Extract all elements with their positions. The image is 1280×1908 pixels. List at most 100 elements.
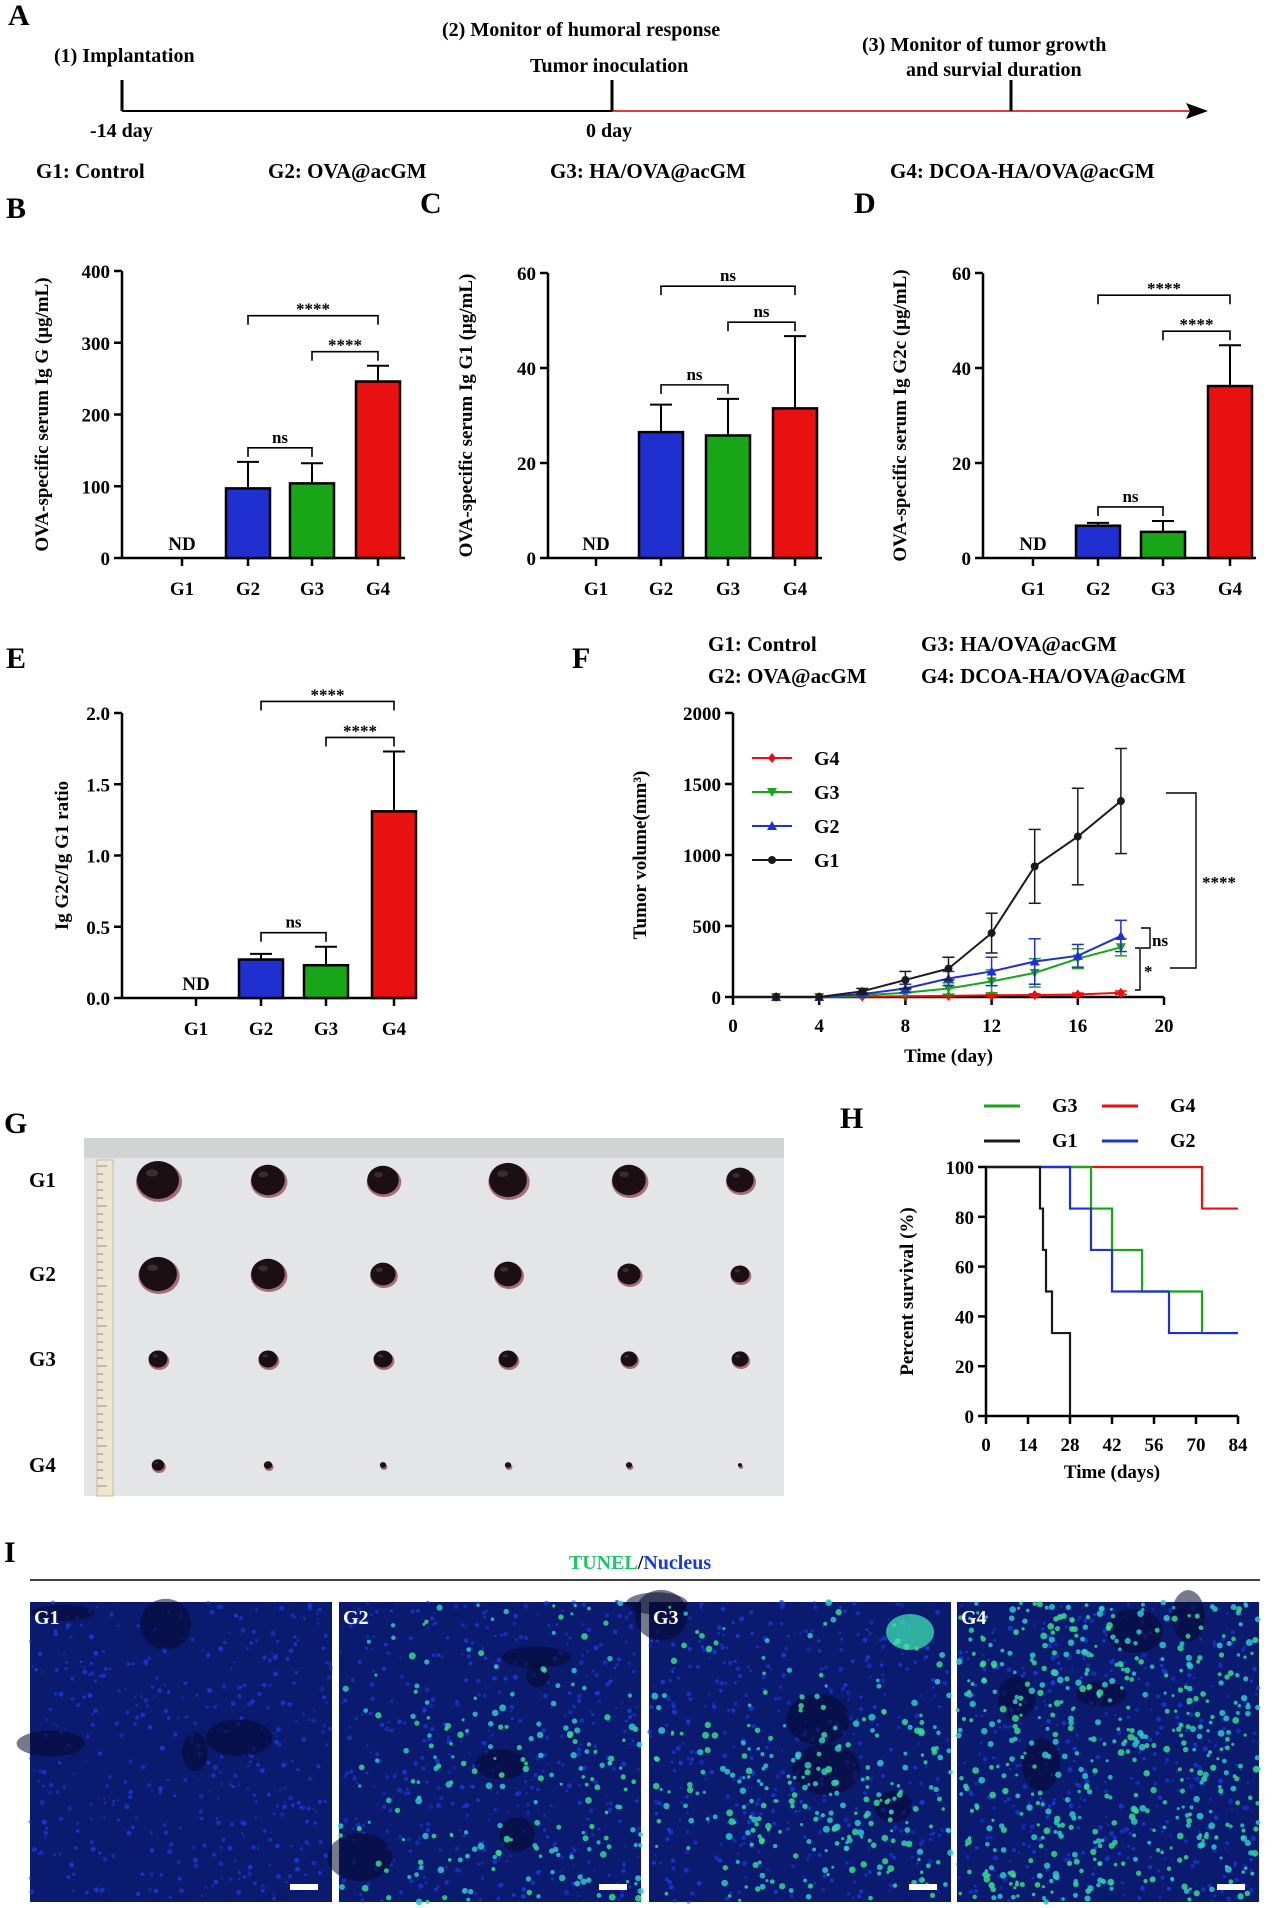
tunel-nucleus-dot-g3	[910, 1855, 914, 1859]
tunel-positive-cell-g3	[943, 1882, 948, 1887]
tunel-positive-cell-g2	[433, 1765, 439, 1772]
tunel-dark-patch-g3	[634, 1589, 688, 1641]
tunel-positive-cell-g3	[722, 1865, 728, 1871]
tunel-positive-cell-g2	[476, 1603, 480, 1607]
tunel-positive-cell-g4	[980, 1635, 984, 1639]
tunel-nucleus-dot-g3	[653, 1799, 659, 1805]
tunel-nucleus-dot-g1	[317, 1617, 320, 1621]
panel-letter-i: I	[4, 1536, 16, 1569]
tunel-nucleus-dot-g3	[680, 1801, 684, 1805]
tunel-nucleus-dot-g1	[208, 1789, 212, 1793]
tunel-nucleus-dot-g1	[242, 1683, 247, 1687]
tunel-positive-cell-g3	[876, 1871, 882, 1876]
tunel-positive-cell-g4	[1039, 1682, 1046, 1688]
tunel-nucleus-dot-g2	[454, 1867, 460, 1873]
tunel-nucleus-dot-g2	[545, 1835, 550, 1839]
tunel-nucleus-dot-g4	[1104, 1815, 1107, 1819]
tunel-positive-cell-g2	[582, 1835, 589, 1842]
tunel-nucleus-dot-g2	[525, 1792, 528, 1795]
tunel-nucleus-dot-g3	[731, 1708, 736, 1713]
tunel-positive-cell-g4	[1067, 1639, 1075, 1646]
tunel-nucleus-dot-g1	[238, 1878, 241, 1881]
tunel-nucleus-dot-g3	[668, 1884, 674, 1890]
tunel-nucleus-dot-g2	[521, 1887, 527, 1892]
tunel-nucleus-dot-g1	[279, 1605, 284, 1611]
tunel-nucleus-dot-g2	[480, 1861, 484, 1865]
tunel-nucleus-dot-g2	[424, 1780, 430, 1785]
tunel-nucleus-dot-g3	[666, 1696, 671, 1702]
d-ytick-label: 0	[962, 549, 972, 570]
tunel-positive-cell-g2	[449, 1742, 453, 1746]
tunel-nucleus-dot-g4	[1160, 1875, 1165, 1880]
tunel-nucleus-dot-g2	[507, 1810, 510, 1814]
tunel-nucleus-dot-g3	[724, 1681, 728, 1685]
tunel-positive-cell-g3	[756, 1816, 762, 1822]
tunel-positive-cell-g4	[974, 1803, 979, 1808]
tunel-positive-cell-g3	[828, 1792, 833, 1797]
tunel-nucleus-dot-g1	[290, 1613, 295, 1618]
tunel-positive-cell-g4	[1216, 1757, 1220, 1761]
tunel-nucleus-dot-g4	[997, 1874, 1001, 1879]
tunel-nucleus-dot-g2	[493, 1675, 498, 1681]
tunel-positive-cell-g4	[1001, 1773, 1007, 1779]
tunel-nucleus-dot-g4	[1184, 1728, 1189, 1733]
tunel-nucleus-dot-g1	[45, 1826, 49, 1830]
tunel-positive-cell-g4	[1007, 1650, 1013, 1656]
tunel-nucleus-dot-g3	[757, 1797, 762, 1802]
tunel-positive-cell-g3	[845, 1840, 849, 1845]
tunel-nucleus-dot-g4	[1027, 1801, 1031, 1805]
tunel-positive-cell-g2	[461, 1718, 465, 1722]
tunel-nucleus-dot-g4	[1135, 1780, 1140, 1785]
tunel-nucleus-dot-g3	[682, 1742, 685, 1745]
tunel-positive-cell-g3	[699, 1632, 705, 1639]
tunel-nucleus-dot-g3	[866, 1663, 872, 1669]
tunel-nucleus-dot-g4	[1074, 1782, 1079, 1787]
f-ytick-label: 1500	[683, 775, 721, 796]
h-xtick-label: 28	[1061, 1435, 1080, 1456]
tunel-positive-cell-g4	[967, 1679, 971, 1683]
tunel-positive-cell-g4	[1241, 1870, 1245, 1874]
tunel-nucleus-dot-g2	[608, 1679, 613, 1684]
tunel-positive-cell-g4	[1150, 1786, 1157, 1794]
f-point-g1	[1073, 832, 1082, 841]
tunel-nucleus-dot-g2	[366, 1744, 369, 1747]
tunel-positive-cell-g3	[683, 1803, 688, 1809]
tunel-nucleus-dot-g2	[375, 1752, 380, 1757]
tunel-positive-cell-g3	[762, 1671, 766, 1676]
tunel-positive-cell-g2	[590, 1777, 595, 1782]
tunel-nucleus-dot-g2	[462, 1805, 465, 1809]
tunel-nucleus-dot-g2	[408, 1849, 413, 1853]
tunel-nucleus-dot-g4	[1102, 1630, 1106, 1634]
f-point-g3	[943, 984, 954, 994]
tunel-nucleus-dot-g1	[237, 1784, 240, 1787]
tunel-nucleus-dot-g3	[853, 1880, 857, 1884]
tunel-nucleus-dot-g2	[436, 1885, 440, 1889]
tunel-positive-cell-g4	[1108, 1795, 1113, 1800]
tunel-nucleus-dot-g2	[389, 1728, 395, 1733]
tunel-nucleus-dot-g3	[687, 1664, 693, 1669]
tunel-nucleus-dot-g2	[621, 1862, 627, 1867]
tunel-nucleus-dot-g1	[248, 1760, 252, 1764]
tunel-nucleus-dot-g4	[1201, 1886, 1206, 1892]
tunel-positive-cell-g2	[390, 1623, 396, 1628]
tunel-positive-cell-g2	[338, 1833, 343, 1838]
tunel-nucleus-dot-g1	[126, 1662, 131, 1667]
tunel-positive-cell-g2	[416, 1780, 421, 1784]
tunel-positive-cell-g4	[1015, 1793, 1021, 1799]
tunel-positive-cell-g3	[867, 1838, 872, 1843]
tunel-positive-cell-g4	[1187, 1663, 1194, 1670]
tunel-positive-cell-g3	[917, 1727, 925, 1735]
tunel-positive-cell-g4	[1034, 1881, 1041, 1888]
tunel-nucleus-dot-g2	[622, 1729, 627, 1734]
tunel-nucleus-dot-g4	[1142, 1756, 1146, 1761]
tunel-nucleus-dot-g4	[1103, 1781, 1106, 1784]
tunel-positive-cell-g4	[1036, 1823, 1040, 1827]
tunel-nucleus-dot-g4	[1117, 1851, 1122, 1856]
tunel-nucleus-dot-g3	[895, 1602, 900, 1607]
panel-letter-b: B	[6, 192, 26, 225]
tunel-nucleus-dot-g3	[683, 1867, 689, 1873]
tunel-nucleus-dot-g4	[1041, 1627, 1045, 1631]
tunel-nucleus-dot-g2	[386, 1650, 391, 1656]
tunel-positive-cell-g4	[1227, 1670, 1234, 1677]
